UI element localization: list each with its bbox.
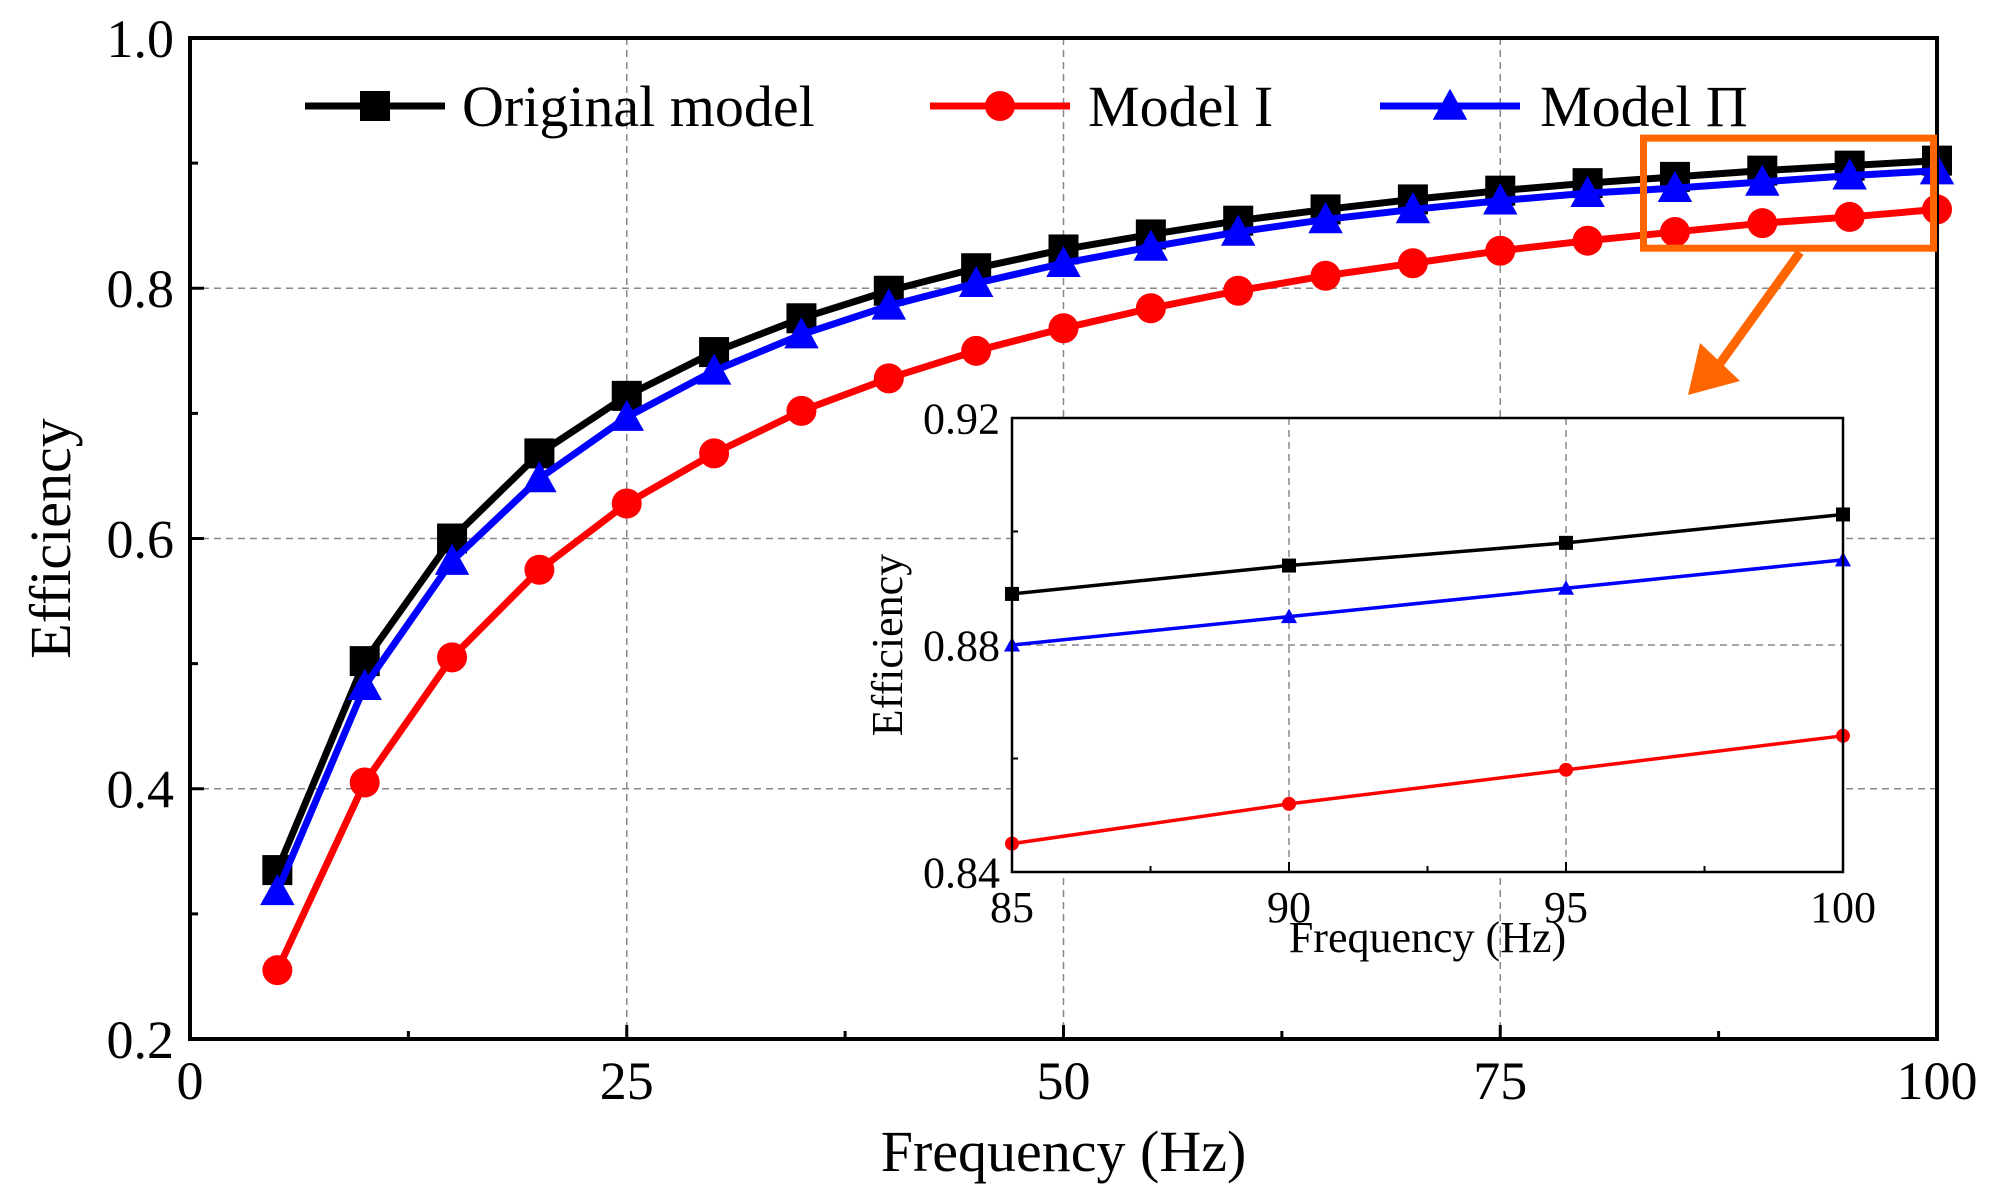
data-point — [1832, 158, 1867, 190]
x-tick-label: 0 — [177, 1051, 204, 1111]
zoom-arrow-head — [1688, 343, 1740, 395]
data-point — [1308, 202, 1343, 234]
x-tick-label: 100 — [1810, 883, 1876, 932]
inset-plot: 85 90 95 100 0.84 0.88 0.92 Frequency (Hz) Effic… — [863, 394, 1876, 962]
plot-frame — [1010, 416, 1845, 874]
y-axis-title: Efficiency — [18, 418, 83, 658]
data-point — [1397, 248, 1428, 279]
data-point — [699, 438, 730, 469]
x-tick-label: 85 — [990, 883, 1034, 932]
data-point — [873, 363, 904, 394]
data-point — [609, 399, 644, 431]
data-point — [784, 317, 819, 349]
data-point — [961, 335, 992, 366]
x-tick-label: 25 — [600, 1051, 654, 1111]
data-point — [1570, 175, 1605, 207]
data-point — [347, 668, 382, 700]
data-point — [696, 353, 732, 385]
data-point — [1133, 229, 1169, 261]
data-point — [524, 554, 555, 585]
data-point — [522, 461, 557, 493]
legend-marker-1 — [985, 91, 1015, 121]
data-point — [1395, 192, 1431, 224]
x-tick-label: 75 — [1473, 1051, 1527, 1111]
legend-label-1: Model I — [1088, 74, 1273, 139]
legend-marker-2 — [1432, 88, 1468, 120]
x-axis-title: Frequency (Hz) — [1289, 913, 1566, 962]
data-point — [1282, 558, 1296, 573]
data-point — [1048, 313, 1079, 344]
data-point — [1220, 214, 1256, 246]
data-point — [1559, 762, 1573, 777]
data-point — [1135, 293, 1166, 324]
y-tick-label: 0.84 — [923, 848, 1000, 897]
data-point — [958, 265, 994, 298]
series-line-1 — [1011, 734, 1844, 846]
legend-label-0: Original model — [462, 74, 815, 139]
y-tick-label: 0.8 — [107, 259, 175, 319]
data-point — [1747, 208, 1778, 239]
data-point — [1485, 235, 1516, 266]
y-tick-label: 1.0 — [107, 9, 175, 69]
data-point — [871, 288, 907, 320]
y-axis-title: Efficiency — [863, 554, 912, 736]
data-point — [1282, 796, 1296, 811]
data-point — [1659, 216, 1690, 247]
data-point — [1046, 245, 1081, 278]
series-line-2 — [1011, 558, 1844, 647]
zoom-box — [1640, 134, 1938, 252]
y-tick-label: 0.4 — [107, 760, 175, 820]
data-point — [1834, 201, 1865, 232]
data-point — [611, 488, 642, 519]
y-tick-label: 0.92 — [923, 394, 1000, 443]
data-point — [260, 874, 295, 906]
plot-frame — [188, 36, 1939, 1041]
data-point — [786, 395, 817, 426]
x-tick-label: 100 — [1897, 1051, 1978, 1111]
y-tick-label: 0.88 — [923, 621, 1000, 670]
y-tick-label: 0.2 — [107, 1010, 175, 1070]
zoom-callout — [1640, 134, 1938, 395]
data-point — [1572, 225, 1603, 256]
x-tick-label: 95 — [1544, 883, 1588, 932]
data-point — [1280, 608, 1298, 624]
data-point — [1557, 580, 1575, 595]
data-point — [1559, 535, 1573, 550]
data-point — [1745, 164, 1780, 196]
zoom-arrow-shaft — [1712, 249, 1804, 372]
series-line-2 — [274, 167, 1938, 893]
series-line-0 — [1011, 512, 1844, 596]
legend-label-2: Model Π — [1540, 74, 1748, 139]
data-point — [434, 543, 470, 575]
data-point — [262, 955, 293, 986]
legend: Original model Model I Model Π — [305, 74, 1748, 139]
x-tick-label: 50 — [1037, 1051, 1091, 1111]
data-point — [1310, 260, 1341, 291]
data-point — [1483, 183, 1518, 215]
x-tick-label: 90 — [1267, 883, 1311, 932]
y-tick-label: 0.6 — [107, 509, 175, 569]
data-point — [1223, 275, 1254, 306]
data-point — [437, 642, 468, 673]
legend-marker-0 — [360, 91, 390, 121]
x-axis-title: Frequency (Hz) — [881, 1119, 1247, 1184]
data-point — [1657, 170, 1693, 202]
data-point — [349, 767, 380, 798]
